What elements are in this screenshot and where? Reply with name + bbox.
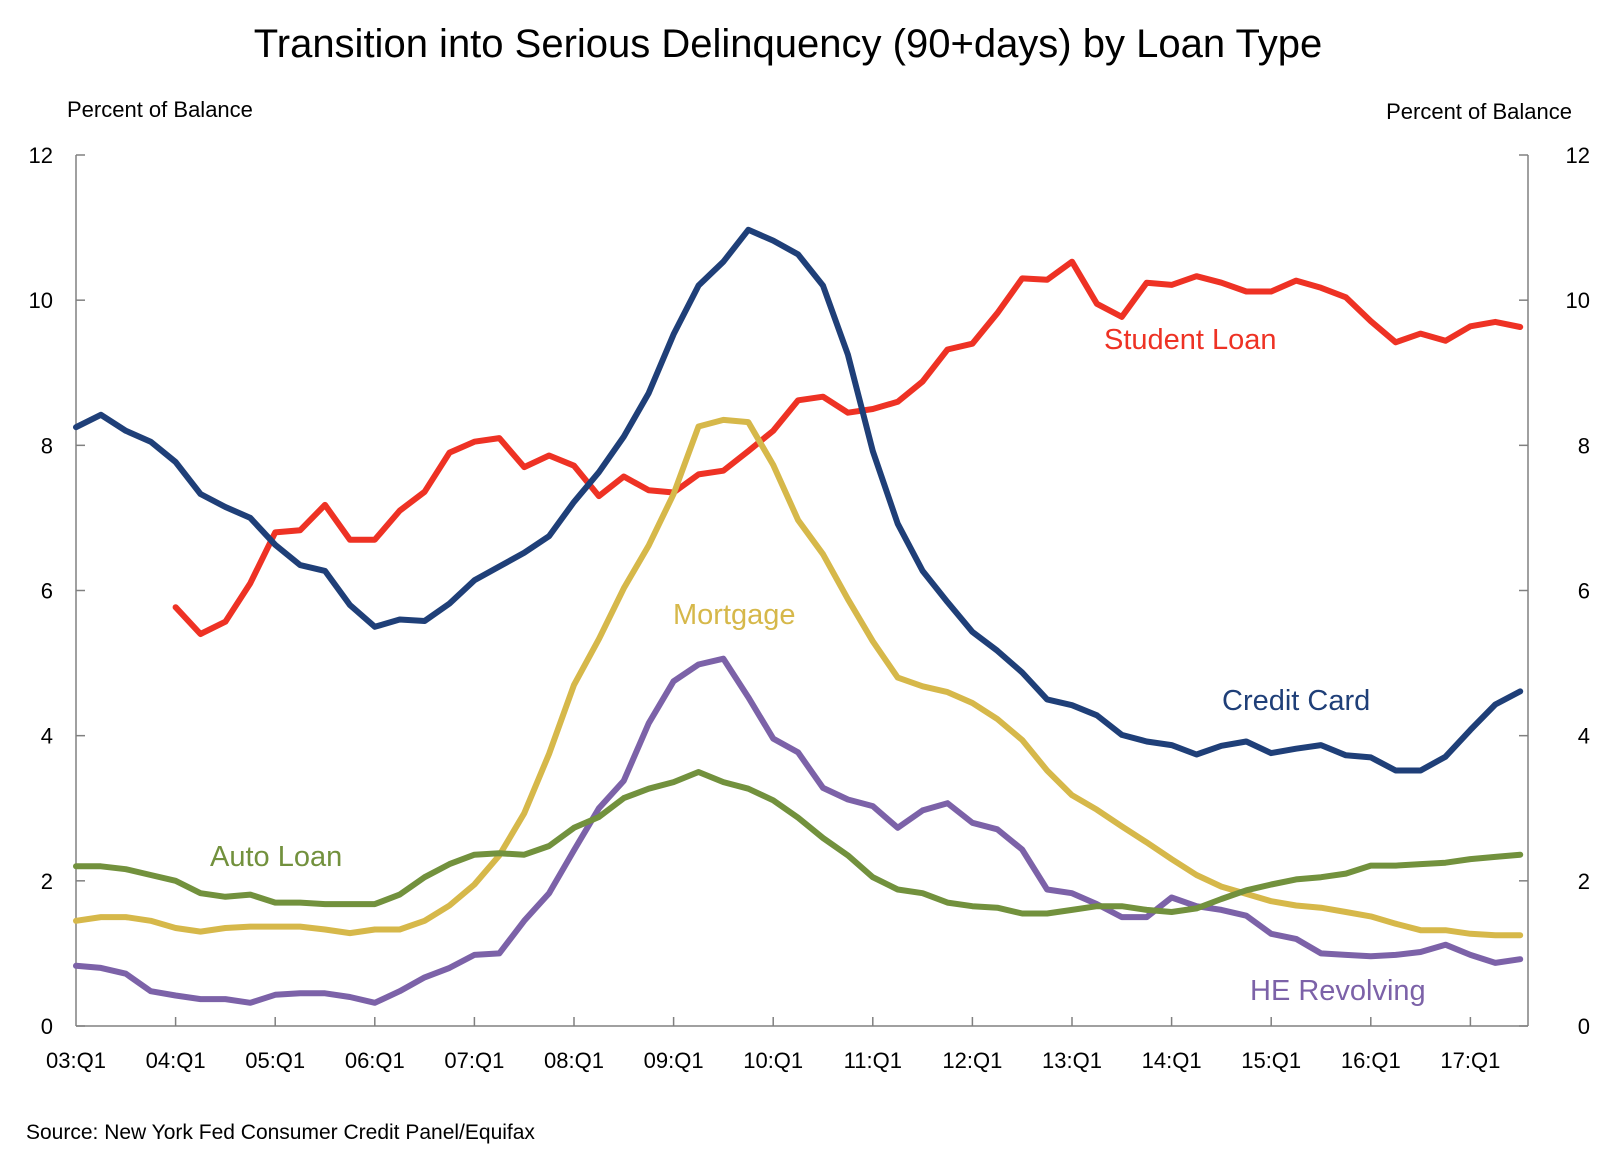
chart-title: Transition into Serious Delinquency (90+… bbox=[254, 22, 1322, 66]
series-label-he-revolving: HE Revolving bbox=[1250, 975, 1426, 1007]
right-axis-unit-label: Percent of Balance bbox=[1386, 99, 1572, 124]
y-tick-label-left: 12 bbox=[29, 143, 53, 168]
x-tick-label: 14:Q1 bbox=[1142, 1048, 1202, 1073]
source-note: Source: New York Fed Consumer Credit Pan… bbox=[26, 1121, 535, 1144]
x-tick-label: 05:Q1 bbox=[245, 1048, 305, 1073]
tick-layer: 0 0 2 2 4 4 6 6 8 8 10 10 12 12 03:Q1 04:Q1 05:Q1 06:Q1 07… bbox=[29, 143, 1590, 1073]
y-tick-label-right: 6 bbox=[1578, 579, 1590, 604]
series-label-student-loan: Student Loan bbox=[1104, 324, 1277, 356]
y-tick-label-right: 4 bbox=[1578, 724, 1590, 749]
y-tick-label-left: 6 bbox=[41, 579, 53, 604]
series-layer bbox=[73, 226, 1524, 1006]
y-tick-label-left: 8 bbox=[41, 433, 53, 458]
y-tick-label-right: 8 bbox=[1578, 433, 1590, 458]
x-tick-label: 03:Q1 bbox=[46, 1048, 106, 1073]
y-tick-label-right: 0 bbox=[1578, 1014, 1590, 1039]
x-tick-label: 06:Q1 bbox=[345, 1048, 405, 1073]
x-tick-label: 07:Q1 bbox=[444, 1048, 504, 1073]
series-label-auto-loan: Auto Loan bbox=[210, 841, 342, 873]
series-label-credit-card: Credit Card bbox=[1222, 685, 1370, 717]
y-tick-label-right: 10 bbox=[1566, 288, 1590, 313]
x-tick-label: 12:Q1 bbox=[942, 1048, 1002, 1073]
series-line-auto-loan bbox=[73, 769, 1524, 917]
y-tick-label-left: 2 bbox=[41, 869, 53, 894]
series-line-mortgage bbox=[73, 416, 1524, 939]
series-line-student-loan bbox=[172, 258, 1524, 637]
x-tick-label: 10:Q1 bbox=[743, 1048, 803, 1073]
x-tick-label: 08:Q1 bbox=[544, 1048, 604, 1073]
x-tick-label: 09:Q1 bbox=[644, 1048, 704, 1073]
left-axis-unit-label: Percent of Balance bbox=[67, 97, 253, 122]
y-tick-label-left: 10 bbox=[29, 288, 53, 313]
x-tick-label: 11:Q1 bbox=[844, 1048, 902, 1073]
y-tick-label-right: 2 bbox=[1578, 869, 1590, 894]
x-tick-label: 04:Q1 bbox=[146, 1048, 206, 1073]
y-tick-label-right: 12 bbox=[1566, 143, 1590, 168]
x-tick-label: 15:Q1 bbox=[1241, 1048, 1301, 1073]
y-tick-label-left: 4 bbox=[41, 724, 53, 749]
y-tick-label-left: 0 bbox=[41, 1014, 53, 1039]
x-tick-label: 16:Q1 bbox=[1341, 1048, 1401, 1073]
x-tick-label: 17:Q1 bbox=[1440, 1048, 1500, 1073]
series-line-he-revolving bbox=[73, 655, 1524, 1006]
series-label-layer: Student Loan Credit Card Mortgage HE Rev… bbox=[210, 324, 1426, 1007]
series-line-credit-card bbox=[73, 226, 1524, 774]
series-label-mortgage: Mortgage bbox=[673, 599, 796, 631]
x-tick-label: 13:Q1 bbox=[1042, 1048, 1102, 1073]
